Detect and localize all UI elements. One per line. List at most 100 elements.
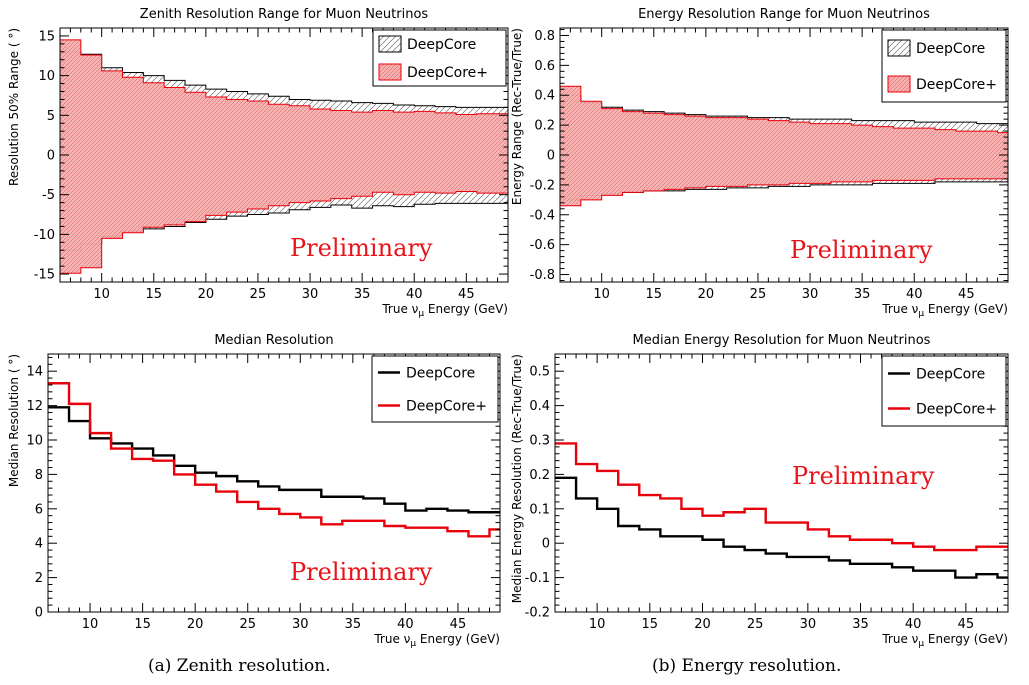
y-tick-label: 0.8 <box>534 29 555 44</box>
y-tick-label: 0 <box>35 606 43 621</box>
y-tick-label: 15 <box>38 29 55 44</box>
y-tick-label: 0.2 <box>529 468 550 483</box>
caption-a: (a) Zenith resolution. <box>148 656 331 676</box>
x-axis-label: True νμ Energy (GeV) <box>881 632 1008 649</box>
x-tick-label: 45 <box>958 617 975 632</box>
y-tick-label: -5 <box>42 188 55 203</box>
x-tick-label: 15 <box>642 617 659 632</box>
chart-panel-2: 10 15 20 25 30 35 40 45 0 2 4 6 8 10 12 14 Median Resolu… <box>7 333 501 649</box>
chart-title: Median Energy Resolution for Muon Neutri… <box>633 333 931 348</box>
y-tick-label: 0 <box>547 149 555 164</box>
caption-b: (b) Energy resolution. <box>652 656 842 676</box>
x-tick-label: 30 <box>302 287 319 302</box>
y-tick-label: 12 <box>26 399 43 414</box>
y-tick-label: 2 <box>35 571 43 586</box>
x-tick-label: 25 <box>747 617 764 632</box>
x-tick-label: 15 <box>134 617 151 632</box>
y-tick-label: 0.1 <box>529 502 550 517</box>
y-tick-label: -0.4 <box>530 208 555 223</box>
legend-label-1: DeepCore+ <box>406 399 487 415</box>
y-tick-label: 8 <box>35 468 43 483</box>
x-tick-label: 40 <box>397 617 414 632</box>
legend-box <box>371 355 499 423</box>
step-line-1 <box>555 442 1008 552</box>
y-tick-label: 0.3 <box>529 434 550 449</box>
x-axis-label: True νμ Energy (GeV) <box>381 302 508 319</box>
chart-title: Zenith Resolution Range for Muon Neutrin… <box>140 7 429 22</box>
y-tick-label: 0.6 <box>534 59 555 74</box>
x-tick-label: 40 <box>905 617 922 632</box>
band-1 <box>559 85 1009 207</box>
y-tick-label: 0.2 <box>534 119 555 134</box>
legend-swatch-0 <box>378 35 402 53</box>
legend-label-1: DeepCore+ <box>916 77 997 93</box>
step-line-0 <box>48 406 500 514</box>
legend-label-1: DeepCore+ <box>916 402 997 418</box>
y-axis-label: Median Resolution ( °) <box>7 354 21 487</box>
y-tick-label: -15 <box>34 268 55 283</box>
x-tick-label: 15 <box>145 287 162 302</box>
x-tick-label: 35 <box>854 287 871 302</box>
y-tick-label: -0.1 <box>525 571 550 586</box>
legend-label-0: DeepCore <box>916 41 985 57</box>
y-tick-label: 0 <box>542 537 550 552</box>
y-tick-label: -0.8 <box>530 268 555 283</box>
x-tick-label: 45 <box>450 617 467 632</box>
y-tick-label: -0.2 <box>530 178 555 193</box>
x-tick-label: 30 <box>802 287 819 302</box>
plot-frame <box>47 353 501 613</box>
x-tick-label: 35 <box>852 617 869 632</box>
legend-box <box>881 355 1007 427</box>
y-axis-label: Median Energy Resolution (Rec-True/True) <box>510 354 524 603</box>
y-axis-label: Energy Range (Rec-True/True) <box>510 28 524 205</box>
x-tick-label: 20 <box>187 617 204 632</box>
x-axis-label: True νμ Energy (GeV) <box>373 632 500 649</box>
legend-label-0: DeepCore <box>916 367 985 383</box>
chart-title: Energy Resolution Range for Muon Neutrin… <box>638 7 930 22</box>
x-tick-label: 35 <box>354 287 371 302</box>
legend: DeepCore DeepCore+ <box>881 29 1007 103</box>
legend: DeepCore DeepCore+ <box>371 355 499 423</box>
x-tick-label: 10 <box>589 617 606 632</box>
y-tick-label: 10 <box>38 69 55 84</box>
y-axis-label: Resolution 50% Range ( °) <box>7 28 21 186</box>
x-tick-label: 25 <box>250 287 267 302</box>
x-tick-label: 10 <box>593 287 610 302</box>
legend-label-0: DeepCore <box>406 366 475 382</box>
plot-frame <box>554 353 1009 613</box>
preliminary-annotation: Preliminary <box>792 462 935 490</box>
x-tick-label: 35 <box>345 617 362 632</box>
x-tick-label: 45 <box>958 287 975 302</box>
x-tick-label: 40 <box>406 287 423 302</box>
y-tick-label: 0 <box>47 149 55 164</box>
x-tick-label: 30 <box>800 617 817 632</box>
y-tick-label: 5 <box>47 109 55 124</box>
x-tick-label: 25 <box>239 617 256 632</box>
x-tick-label: 25 <box>750 287 767 302</box>
x-tick-label: 30 <box>292 617 309 632</box>
y-tick-label: 4 <box>35 537 43 552</box>
y-tick-label: 0.4 <box>529 399 550 414</box>
legend-swatch-1 <box>887 75 911 93</box>
y-tick-label: 0.4 <box>534 89 555 104</box>
x-tick-label: 20 <box>694 617 711 632</box>
y-tick-label: -0.2 <box>525 606 550 621</box>
preliminary-annotation: Preliminary <box>290 234 433 262</box>
x-tick-label: 45 <box>458 287 475 302</box>
x-tick-label: 10 <box>93 287 110 302</box>
x-tick-label: 15 <box>645 287 662 302</box>
chart-title: Median Resolution <box>214 333 333 348</box>
legend-swatch-1 <box>378 63 402 81</box>
preliminary-annotation: Preliminary <box>790 236 933 264</box>
step-line-1 <box>48 382 500 538</box>
chart-panel-1: 10 15 20 25 30 35 40 45 -0.8 -0.6 -0.4 -0.2 0 0.2 0.4 0… <box>510 7 1009 319</box>
y-tick-label: 0.5 <box>529 365 550 380</box>
legend-label-1: DeepCore+ <box>407 65 488 81</box>
legend-label-0: DeepCore <box>407 37 476 53</box>
step-line-0 <box>555 476 1008 579</box>
y-tick-label: -0.6 <box>530 238 555 253</box>
x-axis-label: True νμ Energy (GeV) <box>881 302 1008 319</box>
x-tick-label: 20 <box>198 287 215 302</box>
legend: DeepCore DeepCore+ <box>881 355 1007 427</box>
